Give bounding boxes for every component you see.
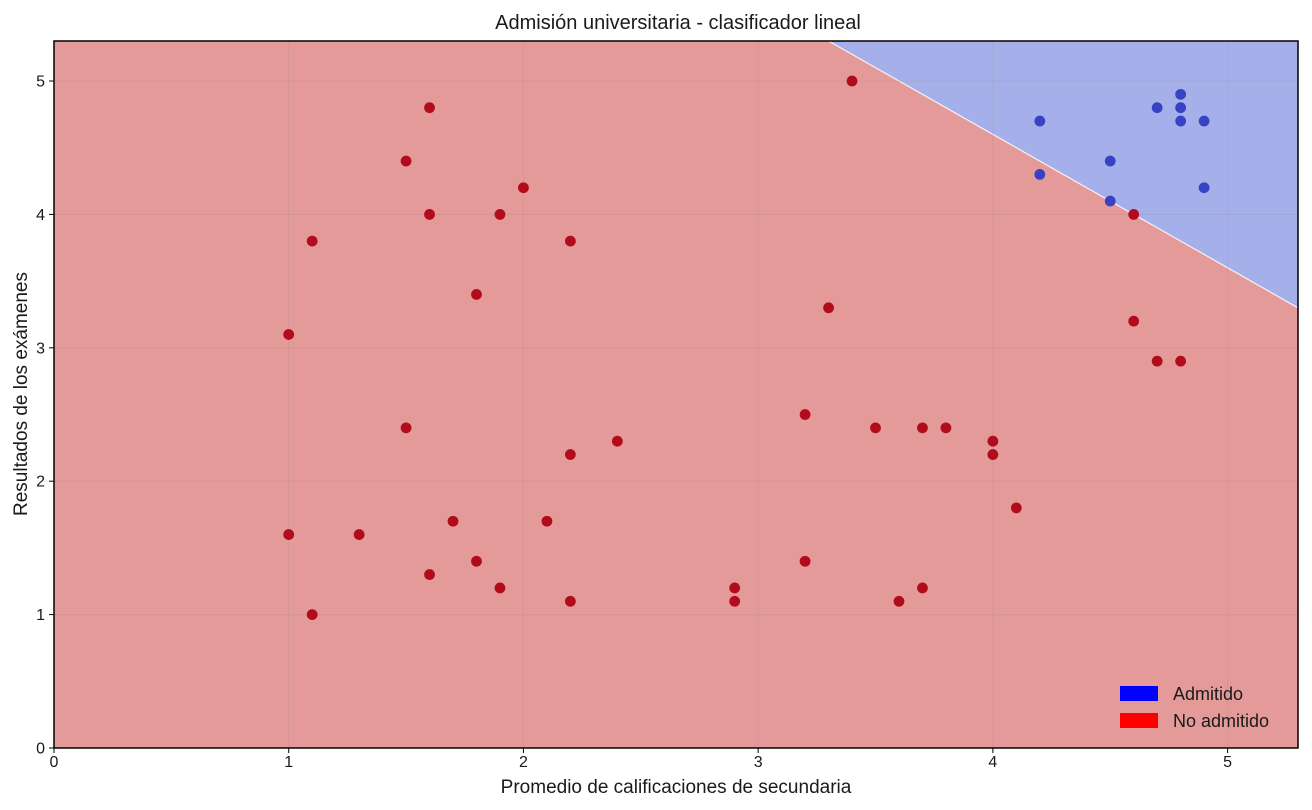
not-admitted-point — [893, 595, 905, 607]
legend-swatch-admitted — [1120, 686, 1158, 701]
not-admitted-point — [494, 582, 506, 594]
not-admitted-point — [1010, 502, 1022, 514]
admitted-point — [1034, 168, 1046, 180]
not-admitted-point — [846, 75, 858, 87]
admitted-point — [1198, 182, 1210, 194]
x-tick-label: 0 — [50, 754, 59, 771]
admitted-point — [1151, 102, 1163, 114]
not-admitted-point — [1175, 355, 1187, 367]
not-admitted-point — [564, 449, 576, 460]
x-axis-label: Promedio de calificaciones de secundaria — [501, 777, 852, 798]
x-tick-label: 3 — [754, 754, 763, 771]
x-tick-label: 5 — [1223, 754, 1232, 771]
not-admitted-point — [564, 595, 576, 607]
not-admitted-point — [494, 209, 506, 220]
admitted-point — [1104, 195, 1116, 207]
legend-swatch-not-admitted — [1120, 713, 1158, 728]
y-tick-label: 0 — [36, 741, 45, 758]
not-admitted-point — [729, 595, 741, 607]
chart-title: Admisión universitaria - clasificador li… — [495, 12, 861, 34]
not-admitted-point — [987, 449, 999, 460]
x-tick-label: 4 — [988, 754, 997, 771]
admitted-point — [1175, 88, 1187, 100]
plot-area: 0 1 2 3 4 5 0 1 2 3 4 5 — [36, 40, 1299, 771]
not-admitted-point — [823, 302, 834, 314]
not-admitted-point — [424, 209, 435, 220]
x-tick-label: 1 — [284, 754, 293, 771]
not-admitted-point — [940, 422, 952, 434]
y-tick-label: 2 — [36, 474, 45, 491]
not-admitted-point — [283, 329, 295, 340]
y-tick-label: 4 — [36, 207, 45, 224]
not-admitted-point — [424, 102, 435, 114]
legend-label-admitted: Admitido — [1173, 684, 1243, 704]
admitted-point — [1034, 115, 1046, 127]
not-admitted-point — [518, 182, 529, 194]
not-admitted-point — [917, 422, 928, 434]
not-admitted-point — [1128, 315, 1140, 327]
admitted-point — [1175, 102, 1187, 114]
not-admitted-point — [471, 289, 482, 300]
legend: Admitido No admitido — [1120, 684, 1269, 731]
not-admitted-point — [306, 235, 318, 247]
not-admitted-point — [799, 555, 811, 567]
admitted-point — [1104, 155, 1116, 167]
y-axis-label: Resultados de los exámenes — [11, 272, 32, 516]
x-tick-label: 2 — [519, 754, 528, 771]
not-admitted-point — [306, 609, 318, 621]
legend-label-not-admitted: No admitido — [1173, 711, 1269, 731]
not-admitted-point — [283, 529, 295, 540]
not-admitted-point — [400, 155, 412, 167]
not-admitted-point — [987, 435, 999, 447]
plot-frame — [53, 40, 1299, 749]
y-tick-label: 5 — [36, 74, 45, 91]
not-admitted-point — [729, 582, 741, 594]
not-admitted-point — [400, 422, 412, 434]
not-admitted-point — [870, 422, 881, 434]
not-admitted-point — [471, 555, 482, 567]
not-admitted-point — [611, 435, 623, 447]
admitted-point — [1198, 115, 1210, 127]
not-admitted-point — [447, 515, 459, 527]
admitted-point — [1175, 115, 1187, 127]
not-admitted-point — [353, 529, 365, 540]
not-admitted-point — [1151, 355, 1163, 367]
not-admitted-point — [799, 409, 811, 420]
not-admitted-point — [424, 569, 435, 580]
y-tick-label: 3 — [36, 340, 45, 357]
decision-boundary-line — [828, 40, 1299, 309]
not-admitted-point — [917, 582, 928, 594]
not-admitted-point — [564, 235, 576, 247]
not-admitted-point — [1128, 209, 1140, 220]
not-admitted-point — [541, 515, 553, 527]
y-tick-label: 1 — [36, 607, 45, 624]
